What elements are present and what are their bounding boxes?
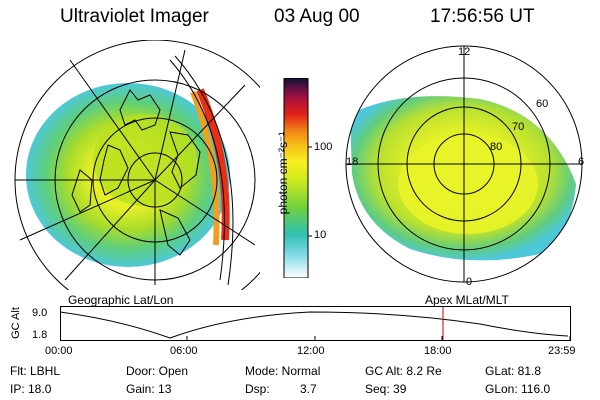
orbit-ytick-1.8: 1.8 [32,329,48,341]
image-time: 17:56:56 UT [430,6,535,27]
mlt-label-12: 12 [458,46,471,58]
mlat-label-70: 70 [512,121,525,133]
orbit-xtick-0600: 06:00 [170,345,198,357]
colorbar-unit-label: photon cm⁻²s⁻¹ [276,131,290,215]
image-date: 03 Aug 00 [274,6,360,27]
dsp-value: 3.7 [300,382,317,396]
instrument-title: Ultraviolet Imager [60,6,209,27]
mode-info: Mode: Normal [245,364,321,378]
orbit-xtick-1200: 12:00 [297,345,325,357]
filter-info: Flt: LBHL [10,364,61,378]
door-info: Door: Open [126,364,189,378]
orbit-ytick-9: 9.0 [32,307,48,319]
geo-panel-label: Geographic Lat/Lon [68,293,174,307]
coastlines [71,89,201,256]
colorbar-tick-100: 100 [314,141,333,153]
horizon-arcs [169,55,234,286]
colorbar-tick-10: 10 [314,229,327,241]
gain-info: Gain: 13 [126,382,172,396]
apex-panel-label: Apex MLat/MLT [425,293,509,307]
apex-grid [345,45,583,283]
mlat-label-80: 80 [490,141,503,153]
glon-info: GLon: 116.0 [485,382,551,396]
orbit-xtick-2359: 23:59 [548,345,576,357]
dsp-label: Dsp: [245,382,270,396]
ip-info: IP: 18.0 [10,382,52,396]
orbit-xtick-1800: 18:00 [424,345,452,357]
mlt-label-6: 6 [578,156,585,168]
gc-alt-info: GC Alt: 8.2 Re [365,364,442,378]
orbit-plot [60,306,571,341]
orbit-ylabel: GC Alt [10,307,22,339]
aurora-oval [350,96,576,261]
glat-info: GLat: 81.8 [485,364,542,378]
colorbar [283,78,312,278]
geographic-map-panel [14,40,260,290]
orbit-xtick-0000: 00:00 [45,345,73,357]
seq-info: Seq: 39 [365,382,407,396]
mlt-label-18: 18 [346,156,359,168]
apex-map-panel [345,45,583,283]
mlat-label-60: 60 [536,98,549,110]
mlt-label-0: 0 [466,276,473,288]
